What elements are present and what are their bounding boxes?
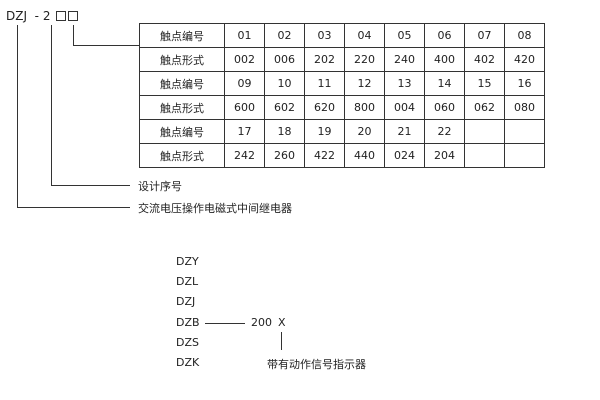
table-cell: 062	[464, 95, 505, 120]
table-cell: 16	[504, 71, 545, 96]
table-cell: 400	[424, 47, 465, 72]
series-item: DZY	[176, 255, 199, 268]
table-row: 触点编号 01 02 03 04 05 06 07 08	[139, 23, 545, 48]
leader-digit-h	[51, 185, 130, 186]
table-row: 触点编号 17 18 19 20 21 22	[139, 119, 545, 144]
row-label: 触点形式	[139, 143, 225, 168]
table-cell: 18	[264, 119, 305, 144]
placeholder-box-1	[56, 11, 67, 21]
row-label: 触点形式	[139, 47, 225, 72]
table-cell: 02	[264, 23, 305, 48]
contact-table: 触点编号 01 02 03 04 05 06 07 08 触点形式 002 006 202 220 240 4…	[139, 23, 545, 168]
table-cell: 002	[224, 47, 265, 72]
suffix-leader	[281, 332, 282, 350]
indicator-note: 带有动作信号指示器	[267, 358, 366, 371]
table-cell: 220	[344, 47, 385, 72]
table-cell: 242	[224, 143, 265, 168]
series-connector	[205, 323, 245, 324]
table-cell: 21	[384, 119, 425, 144]
table-cell: 006	[264, 47, 305, 72]
table-cell: 19	[304, 119, 345, 144]
table-cell: 07	[464, 23, 505, 48]
table-cell: 01	[224, 23, 265, 48]
series-item: DZS	[176, 335, 199, 349]
table-cell	[464, 119, 505, 144]
table-cell: 17	[224, 119, 265, 144]
row-label: 触点编号	[139, 71, 225, 96]
leader-prefix-v	[17, 25, 18, 207]
series-item: DZJ	[176, 295, 196, 309]
table-cell: 15	[464, 71, 505, 96]
table-cell: 620	[304, 95, 345, 120]
table-cell: 05	[384, 23, 425, 48]
table-cell: 004	[384, 95, 425, 120]
row-label: 触点编号	[139, 119, 225, 144]
series-item: DZL	[176, 275, 199, 289]
table-row: 触点编号 09 10 11 12 13 14 15 16	[139, 71, 545, 96]
table-cell: 08	[504, 23, 545, 48]
table-cell: 260	[264, 143, 305, 168]
table-cell: 080	[504, 95, 545, 120]
table-cell	[504, 143, 545, 168]
placeholder-box-2	[68, 11, 79, 21]
table-cell: 10	[264, 71, 305, 96]
row-label: 触点编号	[139, 23, 225, 48]
table-cell: 060	[424, 95, 465, 120]
table-cell: 09	[224, 71, 265, 96]
table-row: 触点形式 242 260 422 440 024 204	[139, 143, 545, 168]
table-cell: 800	[344, 95, 385, 120]
table-cell: 12	[344, 71, 385, 96]
table-cell: 20	[344, 119, 385, 144]
suffix-x: X	[278, 316, 286, 329]
model-digit: 2	[42, 9, 51, 23]
table-cell: 14	[424, 71, 465, 96]
model-prefix: DZJ	[6, 9, 27, 23]
design-no-label: 设计序号	[138, 180, 182, 193]
table-cell: 440	[344, 143, 385, 168]
table-cell	[504, 119, 545, 144]
table-row: 触点形式 600 602 620 800 004 060 062 080	[139, 95, 545, 120]
table-cell: 22	[424, 119, 465, 144]
table-cell: 600	[224, 95, 265, 120]
model-code: DZJ - 2	[6, 9, 79, 23]
table-cell: 04	[344, 23, 385, 48]
suffix-code: 200	[251, 316, 272, 329]
relay-type-label: 交流电压操作电磁式中间继电器	[138, 202, 292, 215]
table-cell: 06	[424, 23, 465, 48]
table-cell: 204	[424, 143, 465, 168]
leader-prefix-h	[17, 207, 130, 208]
table-cell: 03	[304, 23, 345, 48]
series-item: DZK	[176, 356, 200, 369]
row-label: 触点形式	[139, 95, 225, 120]
table-cell: 420	[504, 47, 545, 72]
series-item: DZB	[176, 315, 200, 329]
table-cell	[464, 143, 505, 168]
table-cell: 11	[304, 71, 345, 96]
leader-box-h	[73, 45, 139, 46]
table-cell: 13	[384, 71, 425, 96]
model-dash: -	[34, 9, 39, 23]
table-row: 触点形式 002 006 202 220 240 400 402 420	[139, 47, 545, 72]
table-cell: 402	[464, 47, 505, 72]
leader-digit-v	[51, 25, 52, 185]
table-cell: 602	[264, 95, 305, 120]
leader-box-v	[73, 25, 74, 45]
table-cell: 024	[384, 143, 425, 168]
table-cell: 240	[384, 47, 425, 72]
table-cell: 422	[304, 143, 345, 168]
table-cell: 202	[304, 47, 345, 72]
